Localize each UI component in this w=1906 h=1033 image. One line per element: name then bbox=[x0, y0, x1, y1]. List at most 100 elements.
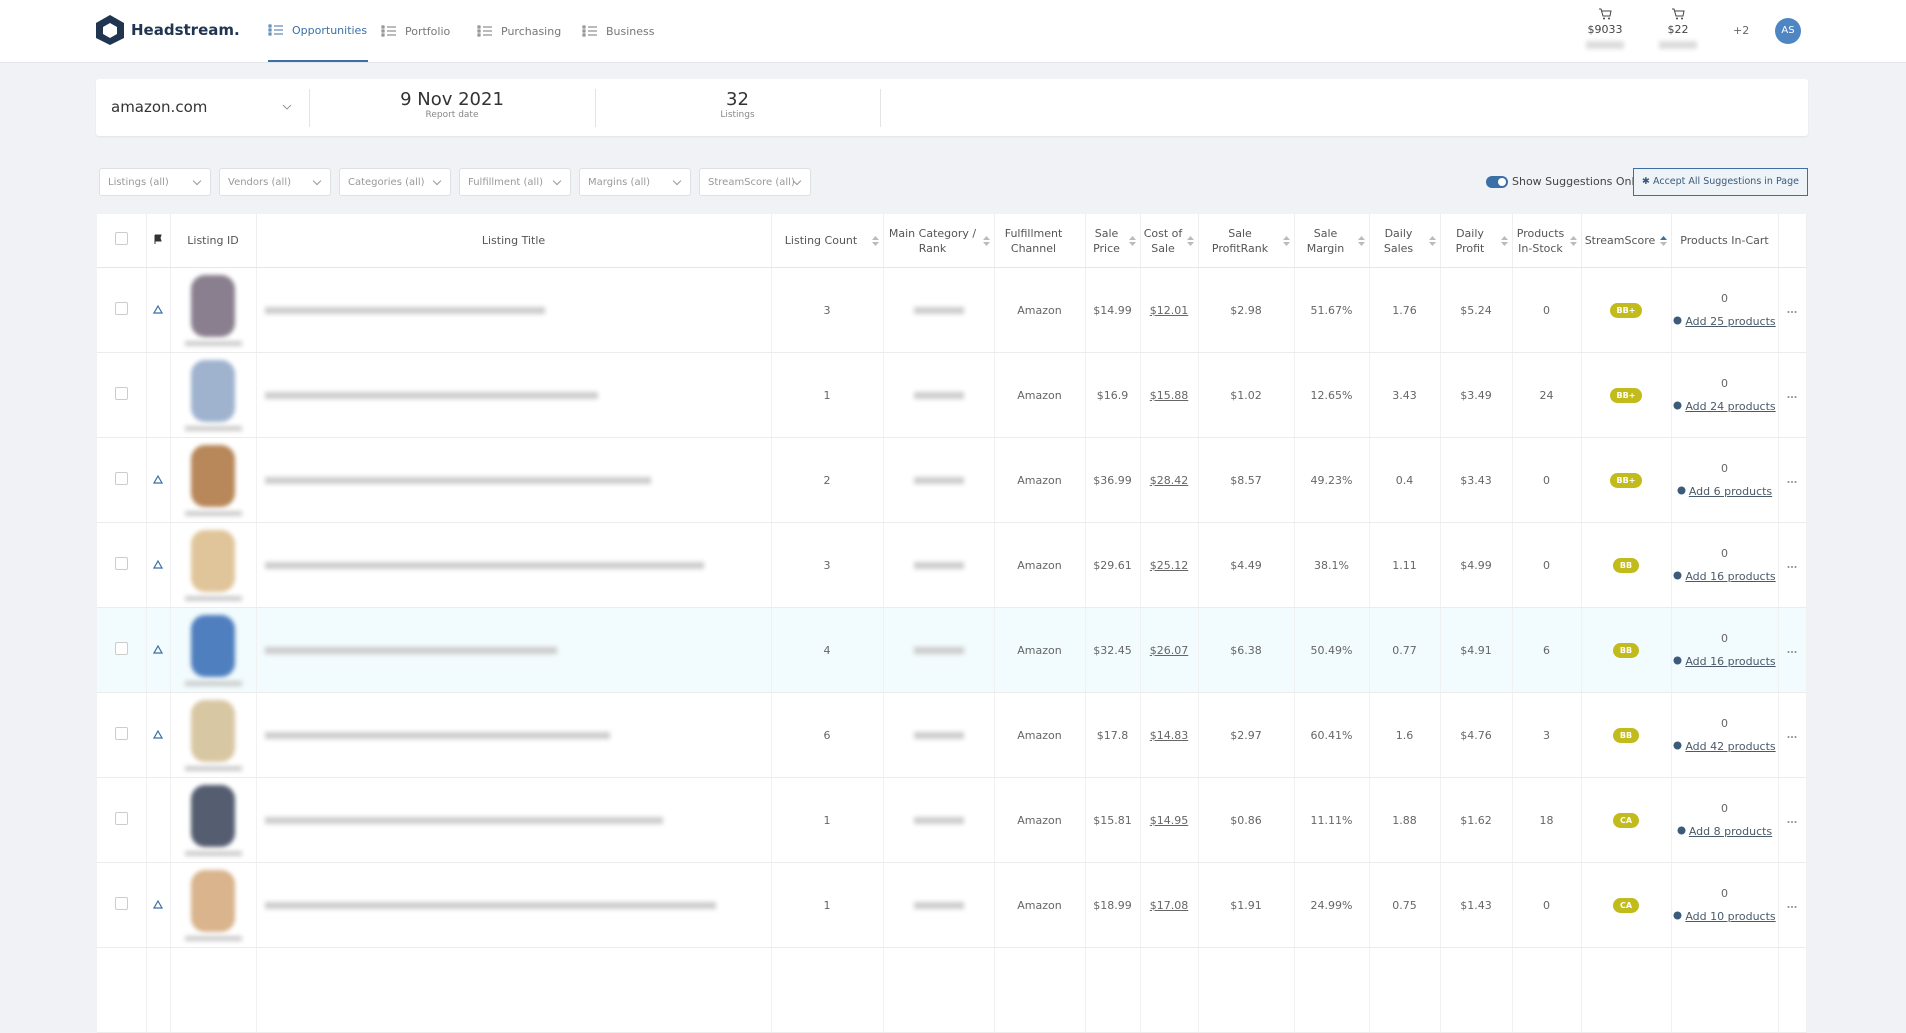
cell: BB bbox=[1581, 607, 1672, 693]
accept-button[interactable]: ✱ Accept All Suggestions in Page bbox=[1633, 168, 1808, 196]
cost-value[interactable]: $15.88 bbox=[1149, 388, 1189, 402]
cell-value: 0.77 bbox=[1392, 643, 1417, 657]
toggle[interactable] bbox=[1486, 176, 1508, 188]
filter[interactable]: Fulfillment (all) bbox=[459, 168, 571, 196]
summary-card: amazon.com 9 Nov 2021 Report date 32 Listi… bbox=[96, 79, 1808, 136]
row-checkbox[interactable] bbox=[114, 897, 128, 910]
cost-value[interactable]: $25.12 bbox=[1149, 558, 1189, 572]
brand[interactable]: Headstream. bbox=[95, 14, 240, 46]
cell: BB bbox=[1581, 692, 1672, 778]
table-row[interactable]: 1 Amazon $15.81 $14.95 $0.86 11.11% 1.88 $1.62 1… bbox=[97, 777, 1807, 863]
cell: Amazon bbox=[994, 692, 1086, 778]
nav-item[interactable]: Business bbox=[582, 0, 657, 62]
column-header[interactable]: StreamScore bbox=[1581, 214, 1672, 268]
marketplace[interactable]: amazon.com bbox=[111, 98, 208, 116]
column-header bbox=[97, 214, 147, 268]
nav-label: Portfolio bbox=[405, 24, 451, 38]
table-row[interactable]: 4 Amazon $32.45 $26.07 $6.38 50.49% 0.77 $4.91 6… bbox=[97, 607, 1807, 693]
row-checkbox[interactable] bbox=[114, 727, 128, 740]
cell-value: 24 bbox=[1539, 388, 1554, 402]
cell-value: $16.9 bbox=[1096, 388, 1129, 402]
logo bbox=[96, 15, 124, 45]
suggestion-link[interactable]: Add 25 products bbox=[1672, 315, 1778, 328]
row-menu[interactable] bbox=[1787, 905, 1797, 909]
row-checkbox[interactable] bbox=[114, 387, 128, 400]
column-header[interactable]: Sale Margin bbox=[1294, 214, 1370, 268]
table-row[interactable]: 6 Amazon $17.8 $14.83 $2.97 60.41% 1.6 $4.76 3 BB… bbox=[97, 692, 1807, 778]
table-row[interactable]: 3 Amazon $14.99 $12.01 $2.98 51.67% 1.76 $5.24 0… bbox=[97, 267, 1807, 353]
cell bbox=[1581, 947, 1672, 1033]
row-menu[interactable] bbox=[1787, 565, 1797, 569]
category bbox=[913, 391, 964, 399]
filter[interactable]: Listings (all) bbox=[99, 168, 211, 196]
table-row[interactable]: 1 Amazon $16.9 $15.88 $1.02 12.65% 3.43 $3.49 24… bbox=[97, 352, 1807, 438]
cost-value[interactable]: $12.01 bbox=[1149, 303, 1189, 317]
avatar[interactable]: AS bbox=[1775, 18, 1801, 44]
suggestion-link[interactable]: Add 16 products bbox=[1672, 655, 1778, 668]
table-row[interactable]: 3 Amazon $29.61 $25.12 $4.49 38.1% 1.11 $4.99 0 B… bbox=[97, 522, 1807, 608]
cart[interactable]: $22 bbox=[1643, 8, 1713, 49]
cost-value[interactable]: $14.95 bbox=[1149, 813, 1189, 827]
cell bbox=[97, 607, 147, 693]
row-checkbox[interactable] bbox=[114, 472, 128, 485]
table-row[interactable]: 2 Amazon $36.99 $28.42 $8.57 49.23% 0.4 $3.43 0 B… bbox=[97, 437, 1807, 523]
column-header[interactable]: Sale Price bbox=[1085, 214, 1141, 268]
cost-value[interactable]: $26.07 bbox=[1149, 643, 1189, 657]
filter[interactable]: Vendors (all) bbox=[219, 168, 331, 196]
cost-value[interactable]: $28.42 bbox=[1149, 473, 1189, 487]
cell-value: $36.99 bbox=[1093, 473, 1132, 487]
nav-item[interactable]: Purchasing bbox=[477, 0, 567, 62]
cell bbox=[1294, 947, 1370, 1033]
column-header: Listing ID bbox=[170, 214, 257, 268]
row-menu[interactable] bbox=[1787, 395, 1797, 399]
suggestion-link[interactable]: Add 24 products bbox=[1672, 400, 1778, 413]
cell: Amazon bbox=[994, 777, 1086, 863]
header-label: Listing Title bbox=[481, 234, 546, 247]
extra-count[interactable]: +2 bbox=[1733, 24, 1750, 37]
row-checkbox[interactable] bbox=[114, 812, 128, 825]
in-cart: 0 bbox=[1721, 632, 1728, 645]
row-checkbox[interactable] bbox=[114, 302, 128, 315]
suggestion-link[interactable]: Add 8 products bbox=[1672, 825, 1778, 838]
row-menu[interactable] bbox=[1787, 650, 1797, 654]
nav-item[interactable]: Portfolio bbox=[381, 0, 451, 62]
cell bbox=[1778, 947, 1807, 1033]
column-header[interactable]: Main Category / Rank bbox=[883, 214, 995, 268]
column-header[interactable]: Daily Sales bbox=[1369, 214, 1441, 268]
cell-value: 60.41% bbox=[1310, 728, 1353, 742]
filter[interactable]: Margins (all) bbox=[579, 168, 691, 196]
cell: 0 Add 10 products bbox=[1671, 862, 1779, 948]
filter[interactable]: StreamScore (all) bbox=[699, 168, 811, 196]
column-header[interactable]: Cost of Sale bbox=[1140, 214, 1199, 268]
category bbox=[913, 306, 964, 314]
toggle-label: Show Suggestions Only bbox=[1512, 175, 1642, 188]
suggestion-link[interactable]: Add 6 products bbox=[1672, 485, 1778, 498]
filter[interactable]: Categories (all) bbox=[339, 168, 451, 196]
column-header[interactable]: Listing Count bbox=[771, 214, 884, 268]
table-row[interactable]: 1 Amazon $18.99 $17.08 $1.91 24.99% 0.75 $1.43 0… bbox=[97, 862, 1807, 948]
cost-value[interactable]: $14.83 bbox=[1149, 728, 1189, 742]
header-label: Sale ProfitRank bbox=[1211, 226, 1269, 255]
row-menu[interactable] bbox=[1787, 735, 1797, 739]
suggestion-link[interactable]: Add 10 products bbox=[1672, 910, 1778, 923]
row-menu[interactable] bbox=[1787, 480, 1797, 484]
row-menu[interactable] bbox=[1787, 310, 1797, 314]
header-label: Cost of Sale bbox=[1143, 226, 1183, 255]
date-label: Report date bbox=[425, 110, 479, 120]
suggestion-text: Add 16 products bbox=[1685, 655, 1776, 668]
column-header[interactable]: Products In-Stock bbox=[1512, 214, 1582, 268]
cost-value[interactable]: $17.08 bbox=[1149, 898, 1189, 912]
row-menu[interactable] bbox=[1787, 820, 1797, 824]
column-header[interactable]: Daily Profit bbox=[1440, 214, 1513, 268]
cart[interactable]: $9033 bbox=[1570, 8, 1640, 49]
column-header[interactable]: Sale ProfitRank bbox=[1198, 214, 1295, 268]
row-checkbox[interactable] bbox=[114, 642, 128, 655]
suggestion-link[interactable]: Add 42 products bbox=[1672, 740, 1778, 753]
row-checkbox[interactable] bbox=[114, 557, 128, 570]
cell-value: Amazon bbox=[1017, 813, 1062, 827]
nav-item[interactable]: Opportunities bbox=[268, 0, 368, 62]
product-image bbox=[191, 359, 235, 422]
cell-value: $1.91 bbox=[1230, 898, 1262, 912]
suggestion-link[interactable]: Add 16 products bbox=[1672, 570, 1778, 583]
cell-value: 24.99% bbox=[1310, 898, 1353, 912]
